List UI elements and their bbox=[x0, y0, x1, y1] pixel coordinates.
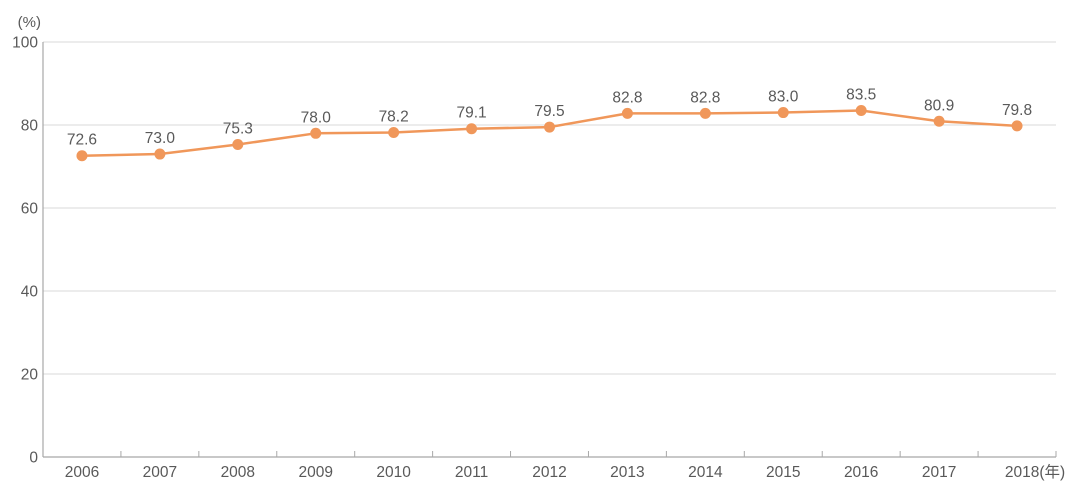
y-tick-label: 40 bbox=[21, 284, 39, 301]
data-label: 83.0 bbox=[768, 89, 799, 106]
x-tick-label: 2009 bbox=[298, 464, 332, 481]
data-point bbox=[777, 107, 789, 119]
data-point bbox=[621, 107, 633, 119]
x-tick-label: 2011 bbox=[455, 464, 488, 481]
x-tick-label: 2015 bbox=[766, 464, 800, 481]
data-label: 80.9 bbox=[924, 97, 954, 114]
data-point bbox=[933, 115, 945, 127]
data-label: 78.2 bbox=[379, 108, 409, 125]
data-point bbox=[76, 150, 88, 162]
x-tick-label: 2016 bbox=[844, 464, 878, 481]
x-tick-label: 2006 bbox=[65, 464, 99, 481]
data-label: 72.6 bbox=[67, 132, 97, 149]
x-tick-label: 2010 bbox=[376, 464, 411, 481]
data-point bbox=[699, 107, 711, 119]
data-label: 79.5 bbox=[534, 103, 564, 120]
data-point bbox=[466, 123, 478, 135]
data-label: 82.8 bbox=[690, 89, 720, 106]
data-label: 75.3 bbox=[223, 121, 253, 138]
data-point bbox=[544, 121, 555, 133]
data-label: 73.0 bbox=[145, 130, 176, 147]
data-point bbox=[154, 148, 166, 160]
data-point bbox=[310, 127, 322, 139]
x-tick-label: 2012 bbox=[532, 464, 566, 481]
y-tick-label: 80 bbox=[21, 118, 39, 135]
y-tick-label: 20 bbox=[21, 367, 39, 384]
data-point bbox=[855, 104, 867, 116]
x-tick-label: 2013 bbox=[610, 464, 644, 481]
y-axis-unit-label: (%) bbox=[18, 14, 41, 31]
data-point bbox=[1011, 120, 1023, 132]
data-point bbox=[388, 126, 400, 138]
x-tick-label: 2014 bbox=[688, 464, 723, 481]
data-label: 78.0 bbox=[301, 109, 332, 126]
y-tick-label: 0 bbox=[29, 450, 38, 467]
x-tick-label: 2007 bbox=[143, 464, 177, 481]
x-tick-label: 2018(年) bbox=[1005, 463, 1065, 481]
data-label: 79.8 bbox=[1002, 102, 1032, 119]
data-label: 79.1 bbox=[456, 105, 486, 122]
y-tick-label: 60 bbox=[21, 201, 39, 218]
data-label: 82.8 bbox=[612, 89, 642, 106]
data-point bbox=[232, 139, 244, 151]
x-tick-label: 2017 bbox=[922, 464, 956, 481]
data-label: 83.5 bbox=[846, 86, 876, 103]
y-tick-label: 100 bbox=[12, 35, 38, 52]
x-tick-label: 2008 bbox=[221, 464, 255, 481]
